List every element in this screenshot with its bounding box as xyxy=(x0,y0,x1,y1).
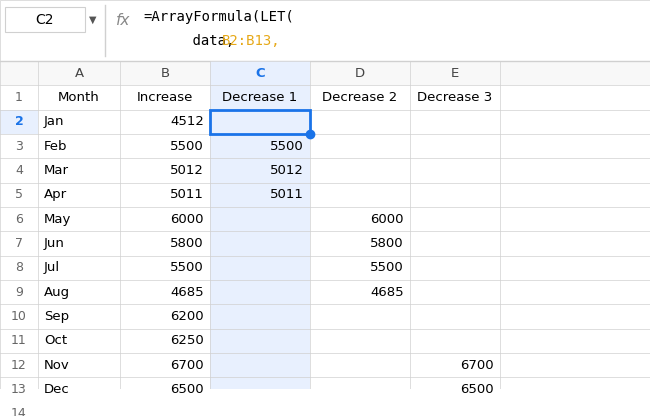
Bar xyxy=(210,109,310,134)
Text: Mar: Mar xyxy=(44,164,69,177)
Text: 8: 8 xyxy=(15,261,23,274)
Text: 5800: 5800 xyxy=(370,237,404,250)
Text: 13: 13 xyxy=(11,383,27,396)
Bar xyxy=(5,7,85,32)
Text: C: C xyxy=(255,67,265,79)
Text: Apr: Apr xyxy=(44,188,67,201)
Bar xyxy=(0,0,650,61)
Text: =ArrayFormula(LET(: =ArrayFormula(LET( xyxy=(143,10,294,24)
Text: 6000: 6000 xyxy=(170,213,204,225)
Text: 14: 14 xyxy=(11,407,27,416)
Text: data,: data, xyxy=(159,34,242,48)
Text: 4512: 4512 xyxy=(170,115,204,128)
Text: Aug: Aug xyxy=(44,286,70,299)
Text: 6: 6 xyxy=(15,213,23,225)
Text: Jan: Jan xyxy=(44,115,64,128)
Text: 7: 7 xyxy=(15,237,23,250)
Text: Month: Month xyxy=(58,91,100,104)
Text: B: B xyxy=(161,67,170,79)
Text: Decrease 1: Decrease 1 xyxy=(222,91,298,104)
Text: May: May xyxy=(44,213,72,225)
Text: 5012: 5012 xyxy=(270,164,304,177)
Text: 2: 2 xyxy=(14,115,23,128)
Text: Decrease 3: Decrease 3 xyxy=(417,91,493,104)
Text: 1: 1 xyxy=(15,91,23,104)
Text: B2:B13,: B2:B13, xyxy=(222,34,281,48)
Text: 9: 9 xyxy=(15,286,23,299)
Text: 5011: 5011 xyxy=(170,188,204,201)
Text: Jun: Jun xyxy=(44,237,65,250)
Text: Jul: Jul xyxy=(44,261,60,274)
Text: 6700: 6700 xyxy=(170,359,204,371)
Text: 5500: 5500 xyxy=(370,261,404,274)
Text: A: A xyxy=(75,67,84,79)
Text: 5: 5 xyxy=(15,188,23,201)
Text: E: E xyxy=(451,67,459,79)
Text: ▼: ▼ xyxy=(89,15,97,25)
Text: Increase: Increase xyxy=(136,91,193,104)
Bar xyxy=(210,85,310,416)
Text: 5012: 5012 xyxy=(170,164,204,177)
Text: Oct: Oct xyxy=(44,334,67,347)
Text: 5011: 5011 xyxy=(270,188,304,201)
Text: 5500: 5500 xyxy=(170,261,204,274)
Text: 6500: 6500 xyxy=(460,383,494,396)
Text: 12: 12 xyxy=(11,359,27,371)
Text: 5500: 5500 xyxy=(270,139,304,153)
Text: 10: 10 xyxy=(11,310,27,323)
Text: C2: C2 xyxy=(36,12,54,27)
Text: 4: 4 xyxy=(15,164,23,177)
Text: 11: 11 xyxy=(11,334,27,347)
Text: 6000: 6000 xyxy=(370,213,404,225)
Bar xyxy=(0,109,38,134)
Text: Nov: Nov xyxy=(44,359,70,371)
Text: 3: 3 xyxy=(15,139,23,153)
Text: Feb: Feb xyxy=(44,139,68,153)
Text: 5800: 5800 xyxy=(170,237,204,250)
Text: 6200: 6200 xyxy=(170,310,204,323)
Text: 6250: 6250 xyxy=(170,334,204,347)
Text: D: D xyxy=(355,67,365,79)
Text: 6500: 6500 xyxy=(170,383,204,396)
Text: 4685: 4685 xyxy=(170,286,204,299)
Bar xyxy=(210,61,310,85)
Text: Sep: Sep xyxy=(44,310,69,323)
Text: 5500: 5500 xyxy=(170,139,204,153)
Text: Decrease 2: Decrease 2 xyxy=(322,91,398,104)
Bar xyxy=(0,61,650,85)
Text: fx: fx xyxy=(116,13,130,28)
Text: 4685: 4685 xyxy=(370,286,404,299)
Text: Dec: Dec xyxy=(44,383,70,396)
Text: 6700: 6700 xyxy=(460,359,494,371)
